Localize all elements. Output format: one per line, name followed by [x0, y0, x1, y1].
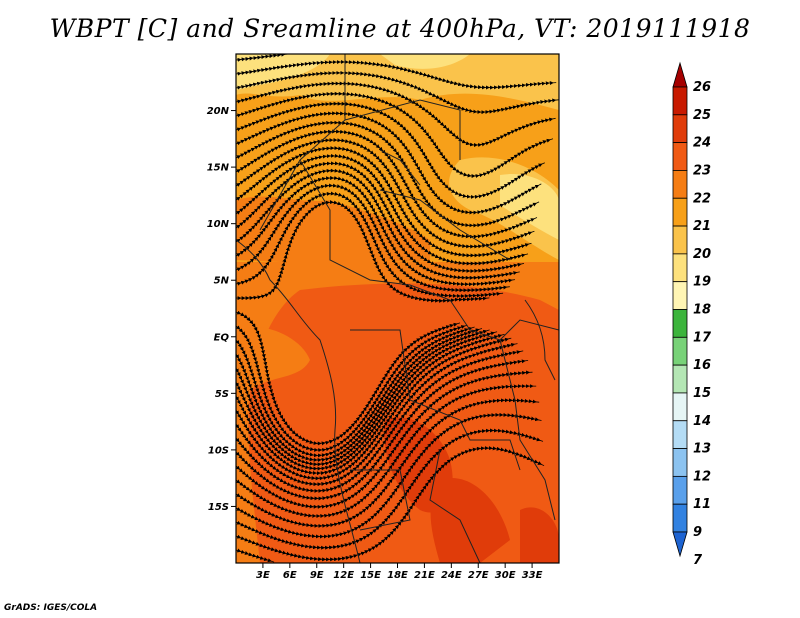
colorbar-swatch — [672, 392, 688, 422]
map-title: WBPT [C] and Sreamline at 400hPa, VT: 20… — [49, 14, 751, 43]
lat-tick-label: 10N — [207, 219, 230, 230]
colorbar-swatch — [672, 309, 688, 338]
lon-tick-label: 21E — [414, 570, 435, 581]
lon-tick-label: 30E — [495, 570, 516, 581]
colorbar-swatch — [672, 364, 688, 394]
colorbar-swatch — [672, 114, 688, 144]
colorbar-swatch — [672, 420, 688, 449]
streamline — [236, 200, 490, 303]
lon-tick-label: 12E — [333, 570, 354, 581]
colorbar-swatch — [672, 170, 688, 199]
colorbar-label: 19 — [693, 275, 711, 290]
lat-tick-label: 5S — [215, 389, 229, 400]
credit-text: GrADS: IGES/COLA — [4, 603, 98, 613]
longitude-axis: 3E 6E 9E 12E 15E 18E 21E 24E 27E 30E 33E — [256, 563, 543, 581]
streamlines — [236, 54, 559, 563]
colorbar-swatch — [672, 253, 688, 283]
colorbar-label: 9 — [693, 525, 702, 540]
streamline — [236, 548, 275, 563]
latitude-axis: 20N 15N 10N 5N EQ 5S 10S 15S — [207, 106, 236, 513]
colorbar-label: 18 — [693, 303, 711, 318]
colorbar-label: 20 — [693, 247, 711, 262]
country-borders — [236, 54, 559, 563]
colorbar-label: 17 — [693, 330, 712, 345]
lon-tick-label: 15E — [360, 570, 381, 581]
lat-tick-label: 15N — [207, 163, 230, 174]
colorbar-label: 14 — [693, 414, 711, 429]
lon-tick-label: 3E — [256, 570, 270, 581]
colorbar-label: 25 — [693, 108, 711, 123]
colorbar-label: 26 — [693, 80, 711, 95]
colorbar-label: 11 — [693, 497, 711, 512]
lon-tick-label: 18E — [387, 570, 408, 581]
colorbar-label: 21 — [693, 219, 711, 234]
colorbar-label: 24 — [693, 136, 711, 151]
colorbar: 26 25 24 23 22 21 20 19 18 17 16 15 14 13 12 11 9 7 — [672, 61, 712, 568]
colorbar-swatch — [672, 531, 688, 558]
lat-tick-label: 10S — [208, 445, 229, 456]
lon-tick-label: 27E — [468, 570, 489, 581]
lon-tick-label: 24E — [441, 570, 462, 581]
colorbar-label: 15 — [693, 386, 711, 401]
colorbar-label: 7 — [693, 553, 703, 568]
colorbar-swatch — [672, 86, 688, 116]
lon-tick-label: 6E — [283, 570, 297, 581]
lon-tick-label: 9E — [310, 570, 324, 581]
colorbar-label: 16 — [693, 358, 711, 373]
colorbar-swatch — [672, 448, 688, 477]
colorbar-swatch — [672, 142, 688, 171]
streamline — [236, 446, 545, 562]
temperature-field — [236, 54, 559, 563]
lat-tick-label: 5N — [214, 276, 230, 287]
lat-tick-label: EQ — [214, 332, 230, 343]
colorbar-swatch — [672, 281, 688, 310]
lat-tick-label: 20N — [207, 106, 230, 117]
colorbar-swatch — [672, 503, 688, 533]
colorbar-label: 22 — [693, 191, 711, 206]
streamline — [236, 54, 288, 62]
colorbar-label: 23 — [693, 163, 711, 178]
colorbar-swatch — [672, 225, 688, 255]
lat-tick-label: 15S — [208, 502, 229, 513]
colorbar-swatch — [672, 61, 688, 88]
lon-tick-label: 33E — [522, 570, 543, 581]
colorbar-label: 12 — [693, 469, 711, 484]
colorbar-label: 13 — [693, 442, 711, 457]
colorbar-swatch — [672, 197, 688, 227]
colorbar-swatch — [672, 336, 688, 366]
colorbar-swatch — [672, 475, 688, 505]
